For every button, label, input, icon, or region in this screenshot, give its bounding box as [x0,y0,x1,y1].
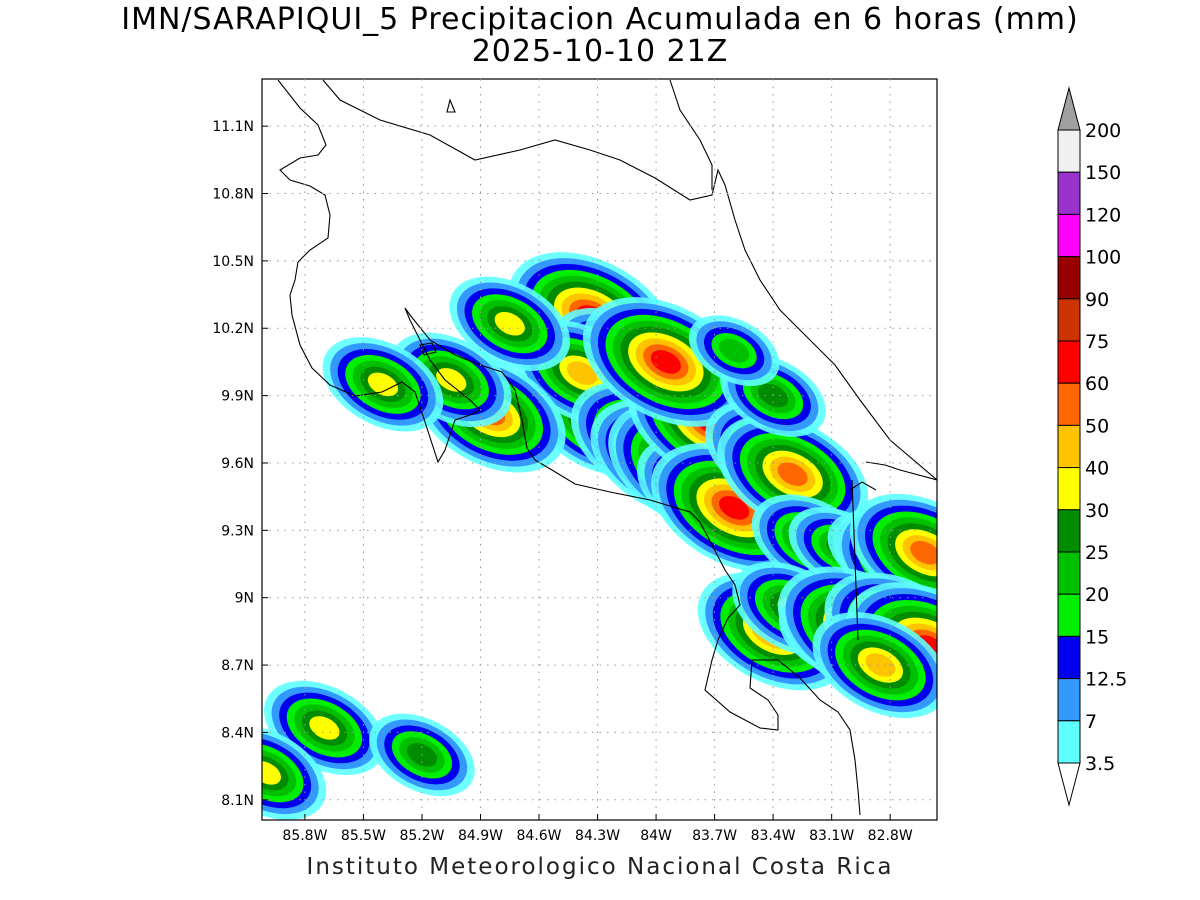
precip-contour [262,761,281,785]
panama-border-2 [865,461,937,481]
precipitation-layer [262,252,937,820]
precip-contour [494,311,525,336]
map-subtitle-datetime: 2025-10-10 21Z [471,34,729,69]
lat-tick-label: 9N [235,591,254,607]
colorbar-label: 7 [1085,711,1097,733]
nicaragua-lake-coast [277,79,861,816]
colorbar-swatch [1057,720,1081,764]
lon-tick-label: 85.5W [341,828,386,844]
colorbar-swatch [1057,129,1081,173]
colorbar-swatch [1057,509,1081,553]
precip-contour [309,716,340,740]
lat-tick-label: 8.1N [221,793,254,809]
precip-cell [262,725,327,820]
colorbar-bottom-arrow [1057,762,1081,807]
precip-cell [449,276,571,371]
lon-tick-label: 85.8W [282,828,327,844]
lon-tick-label: 84.9W [458,828,503,844]
lat-tick-label: 10.8N [212,187,254,203]
precip-cell [717,415,869,534]
precip-contour [650,350,681,374]
lat-tick-label: 8.4N [221,725,254,741]
lat-tick-label: 11.1N [212,119,254,135]
colorbar-label: 90 [1085,289,1109,311]
colorbar-label: 200 [1085,120,1121,142]
coastline-layer [277,79,937,816]
colorbar-label: 150 [1085,162,1121,184]
nicaragua-north-coast [669,79,713,190]
colorbar-label: 100 [1085,247,1121,269]
precip-contour [367,372,399,397]
precip-contour [865,653,896,677]
lat-tick-label: 9.6N [221,456,254,472]
precip-contour [566,361,598,385]
precip-cell [322,337,444,432]
colorbar-swatch [1057,635,1081,680]
lon-tick-label: 84.6W [517,828,562,844]
precip-contour [719,338,750,363]
precip-cell [688,315,780,387]
map-title: IMN/SARAPIQUI_5 Precipitacion Acumulada … [121,2,1079,37]
colorbar-swatch [1057,678,1081,722]
colorbar-label: 25 [1085,542,1109,564]
graticule [262,79,937,820]
lat-tick-label: 10.2N [212,321,254,337]
colorbar-label: 75 [1085,331,1109,353]
colorbar-top-arrow [1057,86,1081,131]
colorbar-label: 50 [1085,415,1109,437]
lon-tick-label: 83.4W [751,828,796,844]
precip-cell [812,612,937,719]
colorbar-label: 60 [1085,373,1109,395]
colorbar-legend: 200 150 120 100 90 75 60 50 40 30 25 20 15 12.5 7 3.5 [1057,86,1127,807]
colorbar-swatch [1057,213,1081,258]
colorbar-swatch [1057,340,1081,384]
lon-tick-label: 82.8W [868,828,913,844]
precip-contour [436,368,467,392]
lon-tick-label: 83.7W [692,828,737,844]
institution-footer: Instituto Meteorologico Nacional Costa R… [306,854,894,880]
colorbar-label: 12.5 [1085,669,1127,691]
precip-contour [719,496,750,520]
lat-tick-label: 9.3N [221,523,254,539]
colorbar-label: 120 [1085,204,1121,226]
colorbar-label: 3.5 [1085,753,1115,775]
panama-border [851,479,859,641]
map-frame [261,78,938,821]
colorbar-swatch [1057,551,1081,595]
lon-tick-label: 83.1W [809,828,854,844]
lat-tick-label: 8.7N [221,658,254,674]
osa-peninsula [849,481,877,491]
colorbar-swatch [1057,298,1081,342]
precip-contour [777,462,808,486]
inner-lake [419,342,437,356]
colorbar-swatch [1057,424,1081,469]
colorbar-swatch [1057,171,1081,215]
colorbar-swatch [1057,467,1081,511]
colorbar-swatch [1057,593,1081,637]
colorbar-swatch [1057,256,1081,300]
small-island [446,98,456,113]
colorbar-label: 30 [1085,500,1109,522]
lon-tick-label: 85.2W [399,828,444,844]
colorbar-swatch [1057,382,1081,426]
longitude-tick-labels: 85.8W 85.5W 85.2W 84.9W 84.6W 84.3W 84W 83.7W 83… [282,828,912,844]
colorbar-label: 40 [1085,458,1109,480]
lat-tick-label: 9.9N [221,389,254,405]
lon-tick-label: 84.3W [575,828,620,844]
colorbar-label: 15 [1085,626,1109,648]
lon-tick-label: 84W [640,828,672,844]
precip-contour [910,541,937,565]
lat-tick-label: 10.5N [212,254,254,270]
latitude-tick-labels: 11.1N 10.8N 10.5N 10.2N 9.9N 9.6N 9.3N 9N 8.7N 8.… [212,119,254,809]
colorbar-label: 20 [1085,584,1109,606]
caribbean-coast [322,79,937,481]
